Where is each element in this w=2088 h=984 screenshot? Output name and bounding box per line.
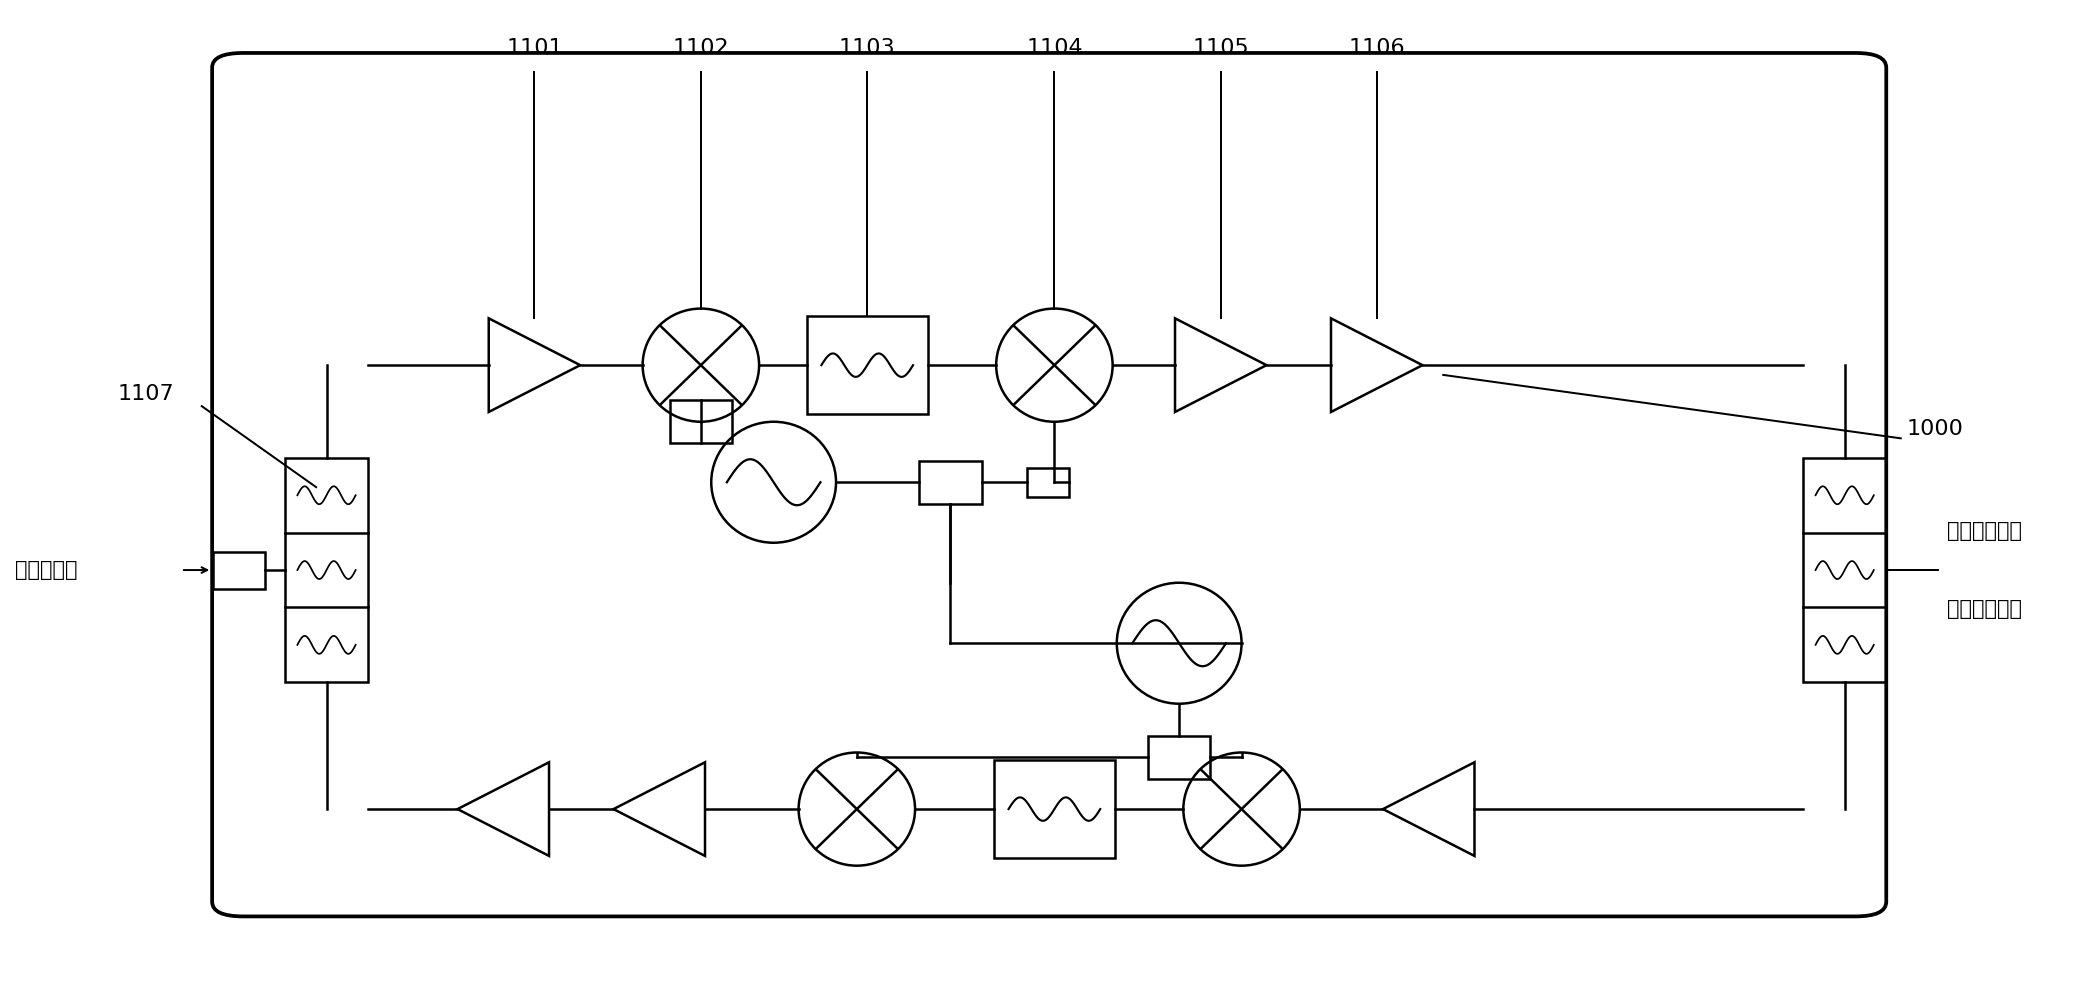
Bar (806, 317, 927, 414)
Bar (213, 551, 265, 588)
Text: 1104: 1104 (1025, 37, 1084, 58)
Bar (919, 461, 981, 504)
Text: 1106: 1106 (1349, 37, 1405, 58)
Bar (1148, 736, 1211, 779)
Text: 1107: 1107 (117, 385, 173, 404)
Text: 1101: 1101 (505, 37, 564, 58)
Text: 1102: 1102 (672, 37, 729, 58)
Bar (1027, 467, 1069, 497)
Bar (670, 400, 733, 443)
Text: 到施主天线: 到施主天线 (15, 560, 77, 580)
Text: 到服务天线或: 到服务天线或 (1946, 521, 2021, 541)
Text: 室内分布系统: 室内分布系统 (1946, 599, 2021, 619)
Text: 1000: 1000 (1906, 418, 1965, 439)
Bar (994, 761, 1115, 858)
Bar (284, 458, 367, 682)
Text: 1105: 1105 (1192, 37, 1249, 58)
Bar (1804, 458, 1885, 682)
Text: 1103: 1103 (839, 37, 896, 58)
